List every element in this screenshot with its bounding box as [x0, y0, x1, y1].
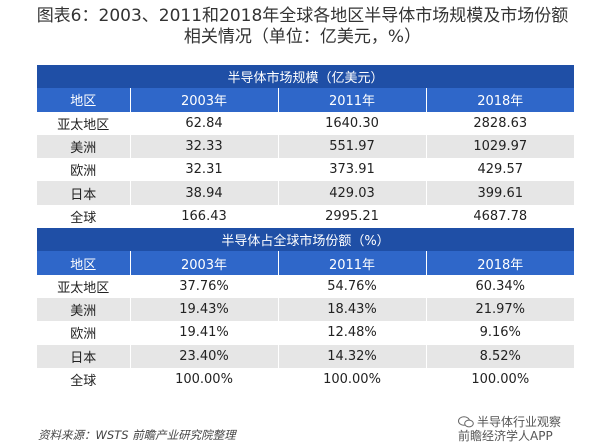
table-row: 欧洲 19.41% 12.48% 9.16%	[37, 321, 575, 345]
table-cell: 32.31	[129, 158, 278, 182]
table-cell: 429.57	[425, 158, 575, 182]
table-cell: 100.00%	[129, 367, 278, 392]
table-cell: 2995.21	[277, 204, 426, 229]
table-cell: 全球	[37, 204, 130, 229]
table-cell: 54.76%	[277, 274, 426, 298]
table-cell: 亚太地区	[37, 111, 130, 135]
table-cell: 19.41%	[129, 321, 278, 345]
column-header: 2011年	[277, 251, 426, 275]
column-header: 地区	[37, 251, 130, 275]
table-cell: 亚太地区	[37, 274, 130, 298]
table-cell: 399.61	[425, 181, 575, 205]
header-row: 地区 2003年 2011年 2018年	[37, 251, 575, 275]
title-line-2: 相关情况（单位：亿美元，%）	[183, 27, 422, 47]
header-row: 地区 2003年 2011年 2018年	[37, 88, 575, 112]
table-cell: 37.76%	[129, 274, 278, 298]
section-title-row: 半导体占全球市场份额（%）	[37, 228, 575, 252]
table-cell: 日本	[37, 344, 130, 368]
column-header: 2003年	[129, 88, 278, 112]
table-cell: 2828.63	[425, 111, 575, 135]
table-cell: 4687.78	[425, 204, 575, 229]
table-row: 日本 23.40% 14.32% 8.52%	[37, 344, 575, 368]
table-cell: 美洲	[37, 134, 130, 159]
table-cell: 18.43%	[277, 297, 426, 322]
wechat-icon	[458, 416, 474, 428]
table-cell: 8.52%	[425, 344, 575, 368]
table-cell: 1640.30	[277, 111, 426, 135]
table-cell: 32.33	[129, 134, 278, 159]
table-cell: 19.43%	[129, 297, 278, 322]
watermark-text-2: 前瞻经济学人APP	[458, 429, 553, 443]
table-row: 日本 38.94 429.03 399.61	[37, 181, 575, 205]
column-header: 地区	[37, 88, 130, 112]
table-cell: 100.00%	[277, 367, 426, 392]
table-cell: 62.84	[129, 111, 278, 135]
table-row: 全球 100.00% 100.00% 100.00%	[37, 367, 575, 392]
table-cell: 21.97%	[425, 297, 575, 322]
table-cell: 38.94	[129, 181, 278, 205]
column-header: 2003年	[129, 251, 278, 275]
column-header: 2018年	[425, 251, 575, 275]
column-header: 2011年	[277, 88, 426, 112]
table-row: 亚太地区 62.84 1640.30 2828.63	[37, 111, 575, 135]
column-header: 2018年	[425, 88, 575, 112]
title-line-1: 图表6：2003、2011和2018年全球各地区半导体市场规模及市场份额	[36, 6, 569, 26]
watermark-text-1: 半导体行业观察	[477, 415, 562, 429]
table-cell: 欧洲	[37, 321, 130, 345]
table-cell: 166.43	[129, 204, 278, 229]
table-row: 美洲 32.33 551.97 1029.97	[37, 134, 575, 159]
table-cell: 1029.97	[425, 134, 575, 159]
table-cell: 100.00%	[425, 367, 575, 392]
section-title: 半导体市场规模（亿美元）	[37, 65, 575, 89]
table-row: 亚太地区 37.76% 54.76% 60.34%	[37, 274, 575, 298]
watermark-line-1: 半导体行业观察	[458, 415, 561, 429]
table-cell: 欧洲	[37, 158, 130, 182]
table-cell: 60.34%	[425, 274, 575, 298]
chart-title: 图表6：2003、2011和2018年全球各地区半导体市场规模及市场份额 相关情…	[0, 6, 605, 48]
table-cell: 14.32%	[277, 344, 426, 368]
source-note: 资料来源：WSTS 前瞻产业研究院整理	[38, 428, 236, 442]
table-row: 美洲 19.43% 18.43% 21.97%	[37, 297, 575, 322]
table-cell: 429.03	[277, 181, 426, 205]
table-row: 欧洲 32.31 373.91 429.57	[37, 158, 575, 182]
table-cell: 全球	[37, 367, 130, 392]
data-table: 半导体市场规模（亿美元） 地区 2003年 2011年 2018年 亚太地区 6…	[37, 65, 575, 392]
table-cell: 美洲	[37, 297, 130, 322]
table-cell: 9.16%	[425, 321, 575, 345]
table-cell: 373.91	[277, 158, 426, 182]
section-title: 半导体占全球市场份额（%）	[37, 228, 575, 252]
table-cell: 12.48%	[277, 321, 426, 345]
table-cell: 23.40%	[129, 344, 278, 368]
section-title-row: 半导体市场规模（亿美元）	[37, 65, 575, 89]
table-cell: 551.97	[277, 134, 426, 159]
watermark: 半导体行业观察 前瞻经济学人APP	[458, 415, 561, 443]
table-row: 全球 166.43 2995.21 4687.78	[37, 204, 575, 229]
table-cell: 日本	[37, 181, 130, 205]
